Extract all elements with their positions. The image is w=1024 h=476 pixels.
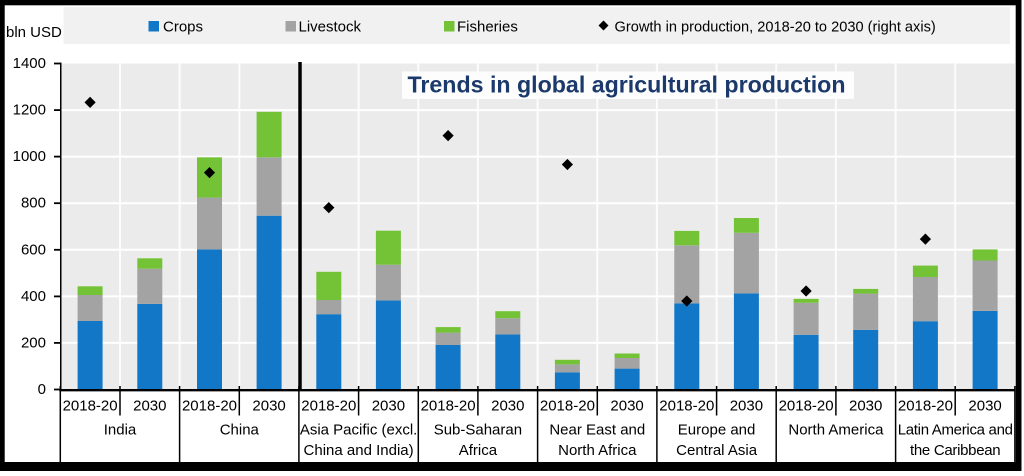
svg-text:2018-20: 2018-20 [301, 398, 356, 415]
svg-text:Growth in production, 2018-20: Growth in production, 2018-20 to 2030 (r… [615, 20, 936, 36]
svg-text:Asia Pacific (excl.: Asia Pacific (excl. [300, 422, 418, 439]
svg-text:2030: 2030 [491, 398, 524, 415]
svg-text:North America: North America [788, 422, 884, 439]
svg-text:North Africa: North Africa [558, 442, 637, 459]
svg-text:800: 800 [21, 195, 46, 212]
svg-text:Central Asia: Central Asia [676, 442, 758, 459]
svg-text:2018-20: 2018-20 [63, 398, 118, 415]
svg-text:2030: 2030 [968, 398, 1001, 415]
svg-text:600: 600 [21, 241, 46, 258]
svg-text:Crops: Crops [163, 19, 203, 36]
svg-text:2030: 2030 [133, 398, 166, 415]
svg-text:2030: 2030 [730, 398, 763, 415]
svg-text:400: 400 [21, 288, 46, 305]
svg-text:Livestock: Livestock [299, 19, 362, 36]
svg-text:1200: 1200 [13, 102, 46, 119]
svg-text:Latin America and: Latin America and [898, 422, 1013, 439]
svg-text:2018-20: 2018-20 [540, 398, 595, 415]
svg-text:2030: 2030 [372, 398, 405, 415]
svg-text:the Caribbean: the Caribbean [910, 442, 1000, 459]
svg-text:2018-20: 2018-20 [779, 398, 834, 415]
svg-text:2030: 2030 [849, 398, 882, 415]
svg-text:1400: 1400 [13, 55, 46, 72]
svg-text:China: China [220, 422, 260, 439]
svg-text:2030: 2030 [610, 398, 643, 415]
svg-text:2018-20: 2018-20 [182, 398, 237, 415]
svg-text:Sub-Saharan: Sub-Saharan [434, 422, 522, 439]
svg-text:200: 200 [21, 334, 46, 351]
svg-text:Trends in global agricultural: Trends in global agricultural production [407, 72, 845, 98]
svg-text:Fisheries: Fisheries [457, 19, 518, 36]
svg-text:China and India): China and India) [304, 442, 414, 459]
svg-text:1000: 1000 [13, 148, 46, 165]
svg-text:Africa: Africa [459, 442, 498, 459]
svg-text:2018-20: 2018-20 [659, 398, 714, 415]
svg-text:2018-20: 2018-20 [421, 398, 476, 415]
svg-text:2018-20: 2018-20 [898, 398, 953, 415]
svg-text:0: 0 [38, 381, 46, 398]
svg-text:Europe and: Europe and [678, 422, 756, 439]
svg-text:India: India [104, 422, 137, 439]
svg-text:2030: 2030 [252, 398, 285, 415]
svg-text:bln USD: bln USD [6, 24, 62, 41]
svg-text:Near East and: Near East and [549, 422, 645, 439]
